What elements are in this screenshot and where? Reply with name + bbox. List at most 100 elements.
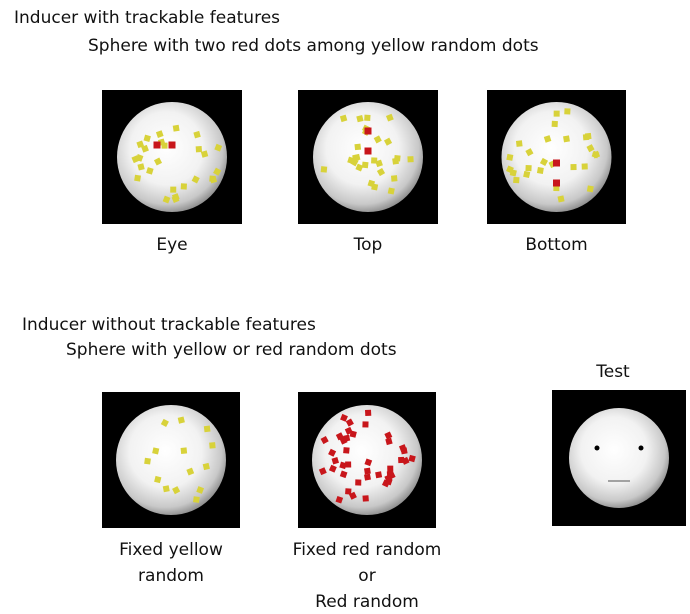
panel-label: Test: [595, 362, 630, 382]
dot: [364, 409, 372, 417]
dot: [331, 456, 340, 465]
dot: [384, 431, 393, 440]
dot: [355, 479, 362, 486]
dot: [195, 146, 203, 153]
dot: [141, 144, 149, 153]
dot: [362, 495, 369, 502]
sphere: [501, 102, 612, 212]
panel-label: Fixed red random: [293, 540, 442, 560]
section-title: Inducer with trackable features: [14, 8, 280, 28]
dot: [584, 132, 592, 140]
dot: [134, 174, 141, 182]
dot: [200, 150, 209, 158]
dot: [376, 167, 386, 177]
red-dot: [364, 127, 372, 135]
dot: [525, 148, 534, 157]
dot: [515, 140, 523, 147]
dot: [385, 437, 393, 446]
dot: [348, 491, 357, 500]
dot: [136, 140, 145, 149]
dot: [172, 486, 181, 495]
dot: [385, 113, 394, 122]
panel-label: Fixed yellow: [119, 540, 223, 560]
dot: [375, 471, 383, 479]
dot: [152, 447, 160, 455]
dot: [328, 464, 337, 473]
dot: [539, 157, 549, 166]
dot: [354, 143, 362, 151]
sphere: [569, 408, 669, 508]
dot: [551, 120, 558, 128]
dot: [209, 442, 216, 449]
eye: [638, 445, 644, 451]
dot: [343, 434, 351, 442]
dot: [155, 130, 164, 138]
dot: [214, 143, 223, 152]
dot: [367, 179, 376, 188]
dot: [557, 195, 565, 203]
dot: [364, 114, 371, 121]
dot: [387, 187, 395, 195]
panel-label: Eye: [156, 235, 187, 255]
dot: [177, 416, 185, 424]
dot: [135, 154, 144, 162]
dot: [328, 448, 337, 457]
dot: [340, 413, 348, 422]
dot: [356, 115, 364, 123]
red-dot: [553, 159, 560, 167]
dot: [202, 462, 210, 471]
dot: [553, 185, 560, 192]
dot: [375, 159, 383, 168]
dot: [213, 167, 222, 176]
dot: [523, 170, 531, 179]
dot: [160, 418, 169, 427]
dot: [401, 456, 410, 465]
dot: [364, 458, 373, 467]
dot: [513, 176, 520, 184]
dot: [355, 163, 364, 172]
eye: [594, 445, 600, 451]
dot: [191, 175, 200, 184]
dot: [193, 130, 201, 139]
sphere: [313, 102, 423, 212]
dot: [146, 167, 154, 175]
dot: [339, 114, 348, 123]
dot: [343, 447, 350, 454]
dot: [364, 467, 371, 475]
dot: [349, 430, 357, 438]
dot: [383, 137, 393, 146]
dot: [193, 496, 200, 503]
sphere: [116, 405, 226, 515]
dot: [364, 473, 371, 481]
panel-label: Top: [353, 235, 383, 255]
dot: [408, 454, 416, 463]
dot: [553, 110, 560, 117]
dot: [196, 486, 205, 494]
dot: [563, 135, 570, 143]
dot: [570, 164, 577, 171]
dot: [345, 488, 352, 495]
sphere: [117, 102, 227, 212]
dot: [162, 195, 171, 204]
dot: [143, 134, 151, 142]
dot: [564, 108, 571, 115]
dot: [390, 175, 398, 182]
dot: [586, 144, 595, 153]
dot: [335, 495, 344, 504]
dot: [153, 157, 163, 166]
dot: [373, 135, 382, 144]
dot: [387, 465, 394, 472]
dot: [318, 467, 327, 476]
dot: [162, 485, 170, 493]
dot: [407, 156, 414, 163]
dot: [180, 447, 188, 454]
dot: [320, 166, 328, 173]
dot: [543, 135, 552, 143]
dot: [394, 155, 401, 162]
dot: [180, 183, 187, 190]
dot: [581, 163, 588, 170]
dot: [361, 161, 369, 169]
section-subtitle: Sphere with yellow or red random dots: [66, 340, 397, 360]
dot: [536, 167, 544, 174]
